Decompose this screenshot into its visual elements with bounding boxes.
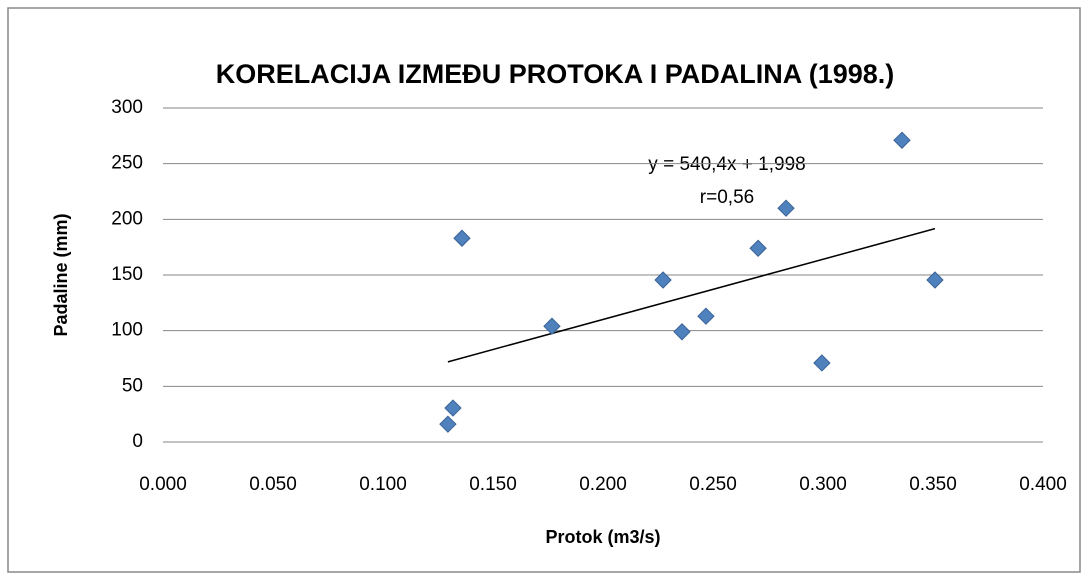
chart-title: KORELACIJA IZMEĐU PROTOKA I PADALINA (19… — [216, 59, 895, 89]
x-tick-label: 0.050 — [249, 474, 297, 495]
point — [444, 399, 462, 417]
y-tick-label: 150 — [111, 264, 143, 285]
point — [813, 354, 831, 372]
trendline — [447, 227, 936, 363]
point — [697, 307, 715, 325]
y-tick-label: 250 — [111, 153, 143, 174]
y-tick-label: 200 — [111, 208, 143, 229]
point — [673, 323, 691, 341]
x-tick-label: 0.150 — [469, 474, 517, 495]
x-tick-label: 0.300 — [799, 474, 847, 495]
point — [926, 271, 944, 289]
x-tick-label: 0.000 — [139, 474, 187, 495]
trendline-label: y = 540,4x + 1,998 — [648, 154, 805, 175]
chart-border — [7, 7, 1081, 573]
y-axis-title: Padaline (mm) — [51, 213, 71, 336]
y-tick-label: 100 — [111, 320, 143, 341]
x-tick-label: 0.350 — [909, 474, 957, 495]
y-tick-label: 50 — [122, 375, 143, 396]
point — [749, 239, 767, 257]
annotation: r=0,56 — [700, 187, 754, 208]
x-tick-label: 0.200 — [579, 474, 627, 495]
y-tick-label: 300 — [111, 97, 143, 118]
x-tick-label: 0.250 — [689, 474, 737, 495]
point — [543, 317, 561, 335]
x-axis-title: Protok (m3/s) — [545, 527, 660, 547]
x-tick-label: 0.400 — [1019, 474, 1067, 495]
x-tick-label: 0.100 — [359, 474, 407, 495]
point — [777, 199, 795, 217]
point — [453, 229, 471, 247]
y-tick-label: 0 — [132, 431, 143, 452]
point — [439, 415, 457, 433]
point — [893, 131, 911, 149]
point — [654, 271, 672, 289]
